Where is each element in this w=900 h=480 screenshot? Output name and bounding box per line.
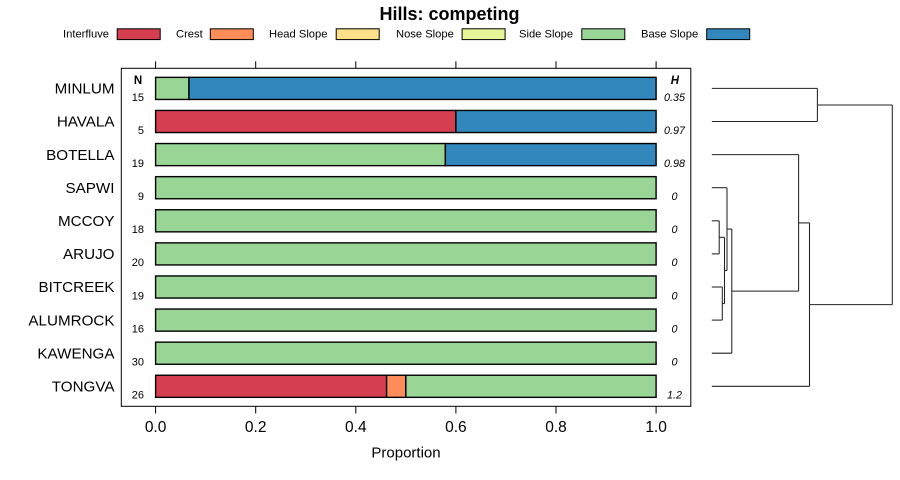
- svg-text:Base Slope: Base Slope: [641, 28, 698, 40]
- svg-text:20: 20: [132, 257, 144, 269]
- svg-text:5: 5: [138, 125, 144, 137]
- svg-text:30: 30: [132, 356, 144, 368]
- svg-text:MCCOY: MCCOY: [58, 213, 115, 230]
- svg-text:0.0: 0.0: [145, 419, 167, 436]
- svg-text:19: 19: [132, 158, 144, 170]
- svg-text:0: 0: [671, 356, 677, 368]
- svg-text:Nose Slope: Nose Slope: [396, 28, 454, 40]
- svg-text:Proportion: Proportion: [371, 444, 440, 461]
- svg-text:0: 0: [671, 257, 677, 269]
- svg-text:TONGVA: TONGVA: [52, 379, 116, 396]
- svg-text:1.2: 1.2: [667, 390, 682, 402]
- svg-text:0.35: 0.35: [664, 92, 686, 104]
- svg-text:0.6: 0.6: [445, 419, 467, 436]
- svg-text:0.2: 0.2: [245, 419, 267, 436]
- svg-text:KAWENGA: KAWENGA: [37, 345, 115, 362]
- svg-text:Hills: competing: Hills: competing: [379, 4, 519, 24]
- svg-text:19: 19: [132, 290, 144, 302]
- svg-text:SAPWI: SAPWI: [66, 180, 115, 197]
- svg-text:0: 0: [671, 290, 677, 302]
- svg-text:Head Slope: Head Slope: [269, 28, 327, 40]
- svg-text:1.0: 1.0: [645, 419, 667, 436]
- svg-text:9: 9: [138, 191, 144, 203]
- svg-text:0: 0: [671, 224, 677, 236]
- svg-text:15: 15: [132, 92, 144, 104]
- svg-text:0.8: 0.8: [545, 419, 567, 436]
- svg-text:MINLUM: MINLUM: [55, 81, 115, 98]
- svg-text:Side Slope: Side Slope: [519, 28, 573, 40]
- svg-text:0: 0: [671, 323, 677, 335]
- svg-text:0: 0: [671, 191, 677, 203]
- svg-text:18: 18: [132, 224, 144, 236]
- svg-text:BOTELLA: BOTELLA: [46, 147, 115, 164]
- svg-text:HAVALA: HAVALA: [57, 114, 116, 131]
- svg-text:Interfluve: Interfluve: [63, 28, 109, 40]
- svg-text:H: H: [671, 75, 680, 87]
- svg-text:0.97: 0.97: [664, 125, 686, 137]
- svg-text:BITCREEK: BITCREEK: [39, 279, 115, 296]
- svg-text:ARUJO: ARUJO: [63, 246, 115, 263]
- svg-text:0.98: 0.98: [664, 158, 685, 170]
- svg-text:Crest: Crest: [176, 28, 204, 40]
- svg-text:16: 16: [132, 323, 144, 335]
- svg-text:26: 26: [132, 390, 144, 402]
- svg-text:0.4: 0.4: [345, 419, 367, 436]
- svg-text:N: N: [134, 75, 142, 87]
- svg-text:ALUMROCK: ALUMROCK: [28, 312, 114, 329]
